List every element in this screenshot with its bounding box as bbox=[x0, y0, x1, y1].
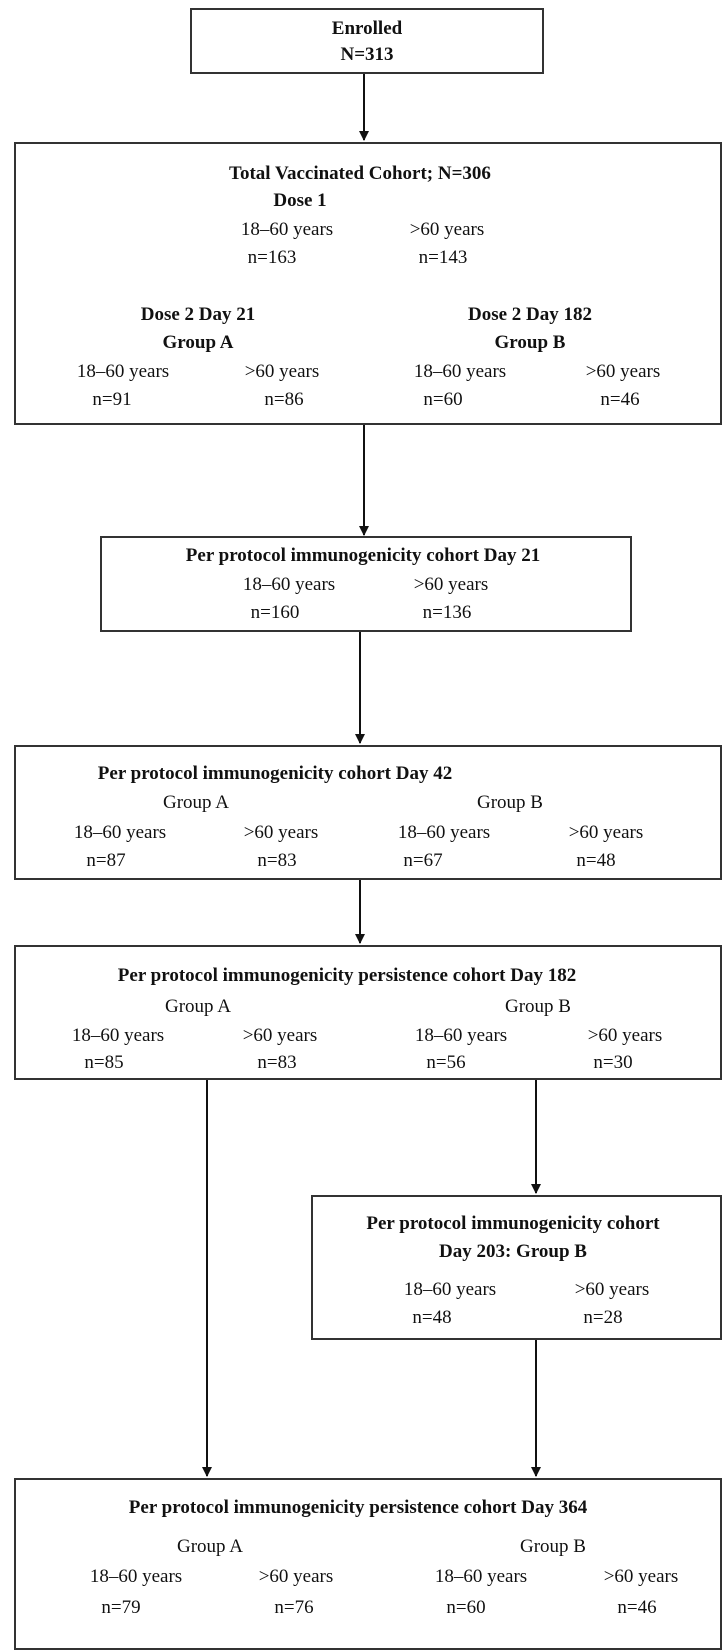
tvc-group-b-label: Group B bbox=[494, 332, 566, 353]
enrolled-title: Enrolled bbox=[331, 18, 403, 39]
pp-day364-group-a-n-over-60: n=76 bbox=[274, 1597, 314, 1618]
pp-day182-group-a-age-18-60: 18–60 years bbox=[71, 1025, 165, 1046]
tvc-group-a-n-18-60: n=91 bbox=[92, 389, 132, 410]
pp-day42-group-b-label: Group B bbox=[477, 792, 543, 813]
pp-day21-title: Per protocol immunogenicity cohort Day 2… bbox=[185, 545, 541, 566]
pp-day364-title: Per protocol immunogenicity persistence … bbox=[128, 1497, 588, 1518]
pp-day42-box bbox=[14, 745, 722, 880]
pp-day42-group-a-n-18-60: n=87 bbox=[86, 850, 126, 871]
tvc-dose1-age-over-60: >60 years bbox=[409, 219, 485, 240]
pp-day182-group-b-age-over-60: >60 years bbox=[587, 1025, 663, 1046]
pp-day42-group-b-age-over-60: >60 years bbox=[568, 822, 644, 843]
enrolled-count: N=313 bbox=[340, 44, 394, 65]
tvc-group-b-n-over-60: n=46 bbox=[600, 389, 640, 410]
pp-day364-group-b-label: Group B bbox=[520, 1536, 586, 1557]
tvc-group-b-age-over-60: >60 years bbox=[585, 361, 661, 382]
pp-day364-group-a-age-18-60: 18–60 years bbox=[89, 1566, 183, 1587]
pp-day203-age-over-60: >60 years bbox=[574, 1279, 650, 1300]
pp-day21-box bbox=[100, 536, 632, 632]
pp-day364-box bbox=[14, 1478, 722, 1650]
pp-day203-title-line1: Per protocol immunogenicity cohort bbox=[366, 1213, 660, 1234]
pp-day182-group-b-n-over-60: n=30 bbox=[593, 1052, 633, 1073]
tvc-group-a-dose2: Dose 2 Day 21 bbox=[140, 304, 256, 325]
tvc-dose1-n-over-60: n=143 bbox=[418, 247, 468, 268]
pp-day203-title-line2: Day 203: Group B bbox=[439, 1241, 587, 1262]
pp-day364-group-b-n-18-60: n=60 bbox=[446, 1597, 486, 1618]
tvc-title: Total Vaccinated Cohort; N=306 bbox=[229, 163, 491, 184]
pp-day21-age-over-60: >60 years bbox=[413, 574, 489, 595]
total-vaccinated-cohort-box bbox=[14, 142, 722, 425]
pp-day42-group-b-n-18-60: n=67 bbox=[403, 850, 443, 871]
pp-day21-n-18-60: n=160 bbox=[250, 602, 300, 623]
enrolled-box bbox=[190, 8, 544, 74]
tvc-group-a-n-over-60: n=86 bbox=[264, 389, 304, 410]
pp-day203-box bbox=[311, 1195, 722, 1340]
tvc-group-a-age-over-60: >60 years bbox=[244, 361, 320, 382]
pp-day182-group-a-age-over-60: >60 years bbox=[242, 1025, 318, 1046]
pp-day182-group-b-label: Group B bbox=[505, 996, 571, 1017]
pp-day364-group-a-label: Group A bbox=[177, 1536, 243, 1557]
pp-day42-group-a-label: Group A bbox=[163, 792, 229, 813]
pp-day182-box bbox=[14, 945, 722, 1080]
pp-day42-group-b-age-18-60: 18–60 years bbox=[397, 822, 491, 843]
pp-day203-age-18-60: 18–60 years bbox=[403, 1279, 497, 1300]
pp-day21-age-18-60: 18–60 years bbox=[242, 574, 336, 595]
pp-day42-group-b-n-over-60: n=48 bbox=[576, 850, 616, 871]
pp-day182-group-b-age-18-60: 18–60 years bbox=[414, 1025, 508, 1046]
pp-day42-group-a-n-over-60: n=83 bbox=[257, 850, 297, 871]
tvc-group-a-label: Group A bbox=[162, 332, 234, 353]
pp-day364-group-b-age-over-60: >60 years bbox=[603, 1566, 679, 1587]
pp-day364-group-a-n-18-60: n=79 bbox=[101, 1597, 141, 1618]
pp-day42-group-a-age-18-60: 18–60 years bbox=[73, 822, 167, 843]
pp-day364-group-b-n-over-60: n=46 bbox=[617, 1597, 657, 1618]
tvc-group-b-n-18-60: n=60 bbox=[423, 389, 463, 410]
tvc-group-b-dose2: Dose 2 Day 182 bbox=[467, 304, 593, 325]
pp-day364-group-a-age-over-60: >60 years bbox=[258, 1566, 334, 1587]
pp-day21-n-over-60: n=136 bbox=[422, 602, 472, 623]
pp-day42-title: Per protocol immunogenicity cohort Day 4… bbox=[97, 763, 453, 784]
pp-day364-group-b-age-18-60: 18–60 years bbox=[434, 1566, 528, 1587]
pp-day42-group-a-age-over-60: >60 years bbox=[243, 822, 319, 843]
pp-day182-group-a-n-over-60: n=83 bbox=[257, 1052, 297, 1073]
pp-day182-title: Per protocol immunogenicity persistence … bbox=[117, 965, 577, 986]
pp-day203-n-18-60: n=48 bbox=[412, 1307, 452, 1328]
tvc-group-a-age-18-60: 18–60 years bbox=[76, 361, 170, 382]
tvc-dose1-age-18-60: 18–60 years bbox=[240, 219, 334, 240]
pp-day182-group-a-n-18-60: n=85 bbox=[84, 1052, 124, 1073]
tvc-group-b-age-18-60: 18–60 years bbox=[413, 361, 507, 382]
tvc-dose1-label: Dose 1 bbox=[273, 190, 327, 211]
tvc-dose1-n-18-60: n=163 bbox=[247, 247, 297, 268]
pp-day203-n-over-60: n=28 bbox=[583, 1307, 623, 1328]
pp-day182-group-a-label: Group A bbox=[165, 996, 231, 1017]
pp-day182-group-b-n-18-60: n=56 bbox=[426, 1052, 466, 1073]
